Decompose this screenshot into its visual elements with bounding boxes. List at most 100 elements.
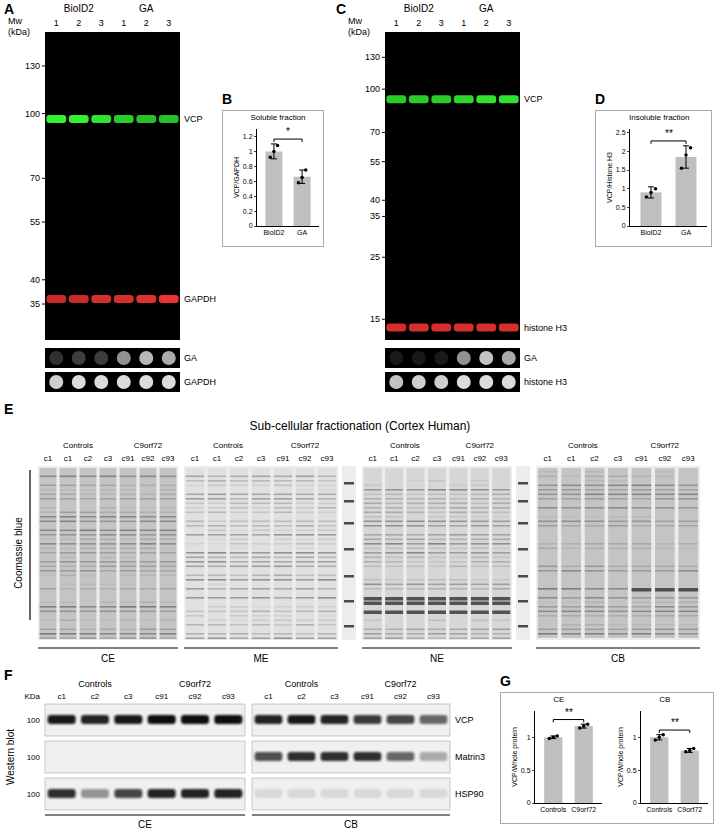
svg-text:35: 35 xyxy=(30,299,40,309)
svg-text:130: 130 xyxy=(25,61,40,71)
svg-text:0.5: 0.5 xyxy=(627,767,637,774)
svg-text:1: 1 xyxy=(633,734,637,741)
svg-text:70: 70 xyxy=(370,127,380,137)
svg-text:0.8: 0.8 xyxy=(243,163,253,170)
svg-text:0.6: 0.6 xyxy=(243,178,253,185)
svg-text:c3: c3 xyxy=(124,692,133,701)
svg-text:BioID2: BioID2 xyxy=(64,3,94,14)
svg-text:c92: c92 xyxy=(299,454,312,463)
svg-text:c2: c2 xyxy=(411,454,420,463)
svg-text:GA: GA xyxy=(297,229,307,236)
svg-text:CB: CB xyxy=(611,653,625,664)
svg-text:1: 1 xyxy=(249,148,253,155)
svg-text:Soluble fraction: Soluble fraction xyxy=(250,113,305,122)
svg-text:1: 1 xyxy=(54,18,59,28)
svg-text:c92: c92 xyxy=(658,454,671,463)
svg-text:GA: GA xyxy=(479,3,494,14)
svg-text:c1: c1 xyxy=(264,692,273,701)
svg-text:E: E xyxy=(4,401,13,417)
svg-text:C9orf72: C9orf72 xyxy=(571,806,596,813)
svg-text:100: 100 xyxy=(27,753,41,762)
svg-text:c3: c3 xyxy=(614,454,623,463)
svg-text:c3: c3 xyxy=(330,692,339,701)
svg-text:c93: c93 xyxy=(427,692,440,701)
svg-text:Matrin3: Matrin3 xyxy=(455,752,485,762)
svg-text:Controls: Controls xyxy=(646,806,673,813)
svg-text:Coomassie blue: Coomassie blue xyxy=(13,517,24,589)
svg-text:*: * xyxy=(286,126,290,137)
svg-text:CB: CB xyxy=(659,695,670,704)
svg-text:0: 0 xyxy=(527,799,531,806)
svg-text:c91: c91 xyxy=(155,692,168,701)
svg-text:A: A xyxy=(4,1,14,17)
svg-text:Controls: Controls xyxy=(63,441,93,450)
svg-text:Controls: Controls xyxy=(568,441,598,450)
svg-text:c92: c92 xyxy=(473,454,486,463)
svg-text:3: 3 xyxy=(99,18,104,28)
svg-text:(kDa): (kDa) xyxy=(8,27,30,37)
svg-text:0: 0 xyxy=(633,799,637,806)
svg-text:c2: c2 xyxy=(84,454,93,463)
svg-text:GAPDH: GAPDH xyxy=(184,294,216,304)
svg-text:VCP: VCP xyxy=(455,715,474,725)
svg-text:GA: GA xyxy=(681,229,691,236)
svg-text:Western blot: Western blot xyxy=(5,729,16,785)
svg-text:c91: c91 xyxy=(122,454,135,463)
svg-text:70: 70 xyxy=(30,173,40,183)
svg-text:GAPDH: GAPDH xyxy=(184,377,216,387)
svg-text:0.5: 0.5 xyxy=(521,767,531,774)
svg-text:55: 55 xyxy=(370,157,380,167)
svg-text:0: 0 xyxy=(622,222,626,229)
svg-text:VCP/Whole protein: VCP/Whole protein xyxy=(617,727,625,787)
svg-text:c1: c1 xyxy=(64,454,73,463)
svg-text:c2: c2 xyxy=(91,692,100,701)
svg-text:BioID2: BioID2 xyxy=(404,3,434,14)
svg-text:**: ** xyxy=(565,707,573,718)
svg-text:HSP90: HSP90 xyxy=(455,789,484,799)
svg-text:Mw: Mw xyxy=(348,16,362,26)
svg-text:3: 3 xyxy=(506,18,511,28)
svg-text:2: 2 xyxy=(144,18,149,28)
svg-text:**: ** xyxy=(665,128,673,139)
svg-text:C: C xyxy=(336,1,346,17)
svg-text:**: ** xyxy=(671,717,679,728)
svg-text:Controls: Controls xyxy=(78,679,112,689)
svg-text:GA: GA xyxy=(139,3,154,14)
svg-text:c1: c1 xyxy=(543,454,552,463)
svg-text:c93: c93 xyxy=(495,454,508,463)
svg-text:VCP/Whole protein: VCP/Whole protein xyxy=(511,727,519,787)
svg-text:40: 40 xyxy=(30,275,40,285)
svg-text:1: 1 xyxy=(622,185,626,192)
svg-text:Mw: Mw xyxy=(8,16,22,26)
svg-text:VCP/Histone H3: VCP/Histone H3 xyxy=(606,152,613,203)
svg-text:Sub-cellular fractionation (Co: Sub-cellular fractionation (Cortex Human… xyxy=(250,419,471,433)
svg-text:c91: c91 xyxy=(452,454,465,463)
svg-text:C9orf72: C9orf72 xyxy=(466,441,495,450)
svg-text:100: 100 xyxy=(25,109,40,119)
svg-text:0: 0 xyxy=(249,222,253,229)
svg-text:1: 1 xyxy=(121,18,126,28)
svg-text:3: 3 xyxy=(166,18,171,28)
svg-text:0.5: 0.5 xyxy=(616,204,626,211)
svg-text:2: 2 xyxy=(76,18,81,28)
svg-text:3: 3 xyxy=(439,18,444,28)
svg-text:c1: c1 xyxy=(567,454,576,463)
svg-text:(kDa): (kDa) xyxy=(348,27,370,37)
svg-text:BioID2: BioID2 xyxy=(263,229,284,236)
svg-text:c93: c93 xyxy=(162,454,175,463)
svg-text:C9orf72: C9orf72 xyxy=(651,441,680,450)
svg-text:VCP: VCP xyxy=(524,94,543,104)
svg-text:c1: c1 xyxy=(213,454,222,463)
svg-text:C9orf72: C9orf72 xyxy=(134,441,163,450)
svg-text:c1: c1 xyxy=(390,454,399,463)
svg-text:Controls: Controls xyxy=(390,441,420,450)
svg-text:c93: c93 xyxy=(682,454,695,463)
svg-text:25: 25 xyxy=(370,252,380,262)
svg-text:F: F xyxy=(4,667,13,683)
svg-text:c2: c2 xyxy=(235,454,244,463)
svg-text:C9orf72: C9orf72 xyxy=(291,441,320,450)
svg-text:c93: c93 xyxy=(321,454,334,463)
svg-text:55: 55 xyxy=(30,217,40,227)
svg-text:D: D xyxy=(595,91,605,107)
svg-text:c1: c1 xyxy=(368,454,377,463)
